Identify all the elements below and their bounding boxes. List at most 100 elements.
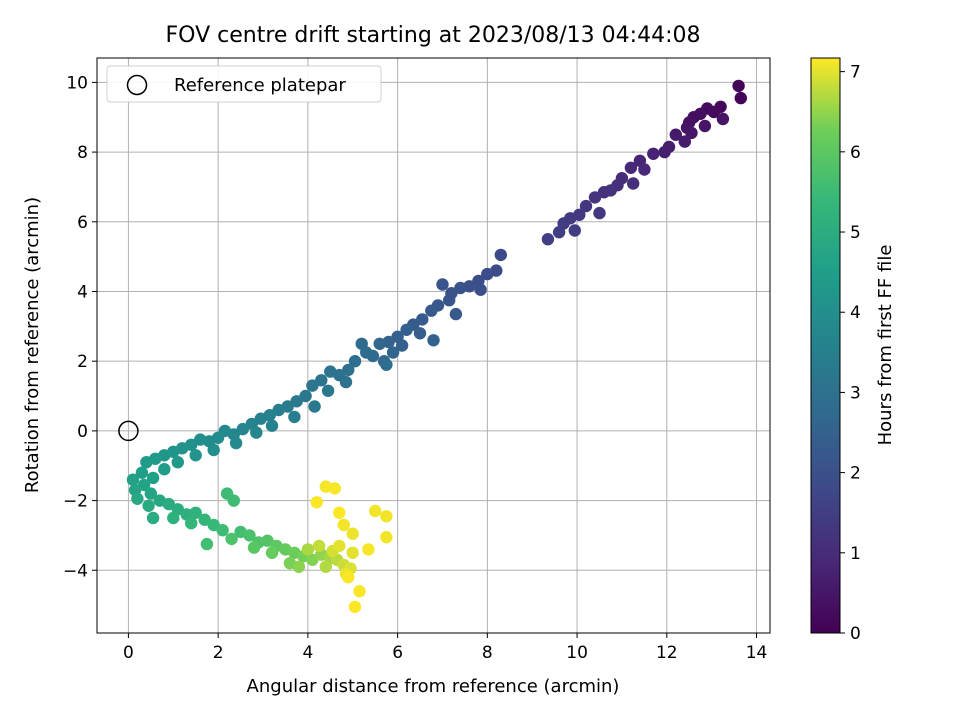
data-point <box>339 375 353 389</box>
data-point <box>342 363 355 377</box>
colorbar-label: Hours from first FF file <box>875 245 896 446</box>
legend: Reference platepar <box>106 65 382 103</box>
colorbar-tick-label: 0 <box>850 624 861 644</box>
data-point <box>144 487 157 500</box>
data-point <box>198 513 211 526</box>
data-point <box>146 511 160 525</box>
chart-title: FOV centre drift starting at 2023/08/13 … <box>166 23 701 48</box>
data-point <box>333 506 346 519</box>
grid-layer <box>97 58 770 633</box>
x-tick-label: 2 <box>213 643 224 663</box>
data-point <box>638 163 651 176</box>
data-point <box>734 91 747 105</box>
data-point <box>250 426 263 439</box>
data-point <box>167 511 180 525</box>
data-point <box>604 184 617 197</box>
data-point <box>272 403 285 417</box>
data-point <box>137 478 151 492</box>
data-point <box>146 471 160 485</box>
data-point <box>315 374 328 387</box>
data-point <box>308 400 321 413</box>
data-point <box>568 224 581 237</box>
data-point <box>216 524 229 537</box>
data-point <box>162 497 175 511</box>
y-tick-label: −4 <box>63 561 88 581</box>
data-point <box>333 539 346 553</box>
data-point <box>624 161 638 174</box>
data-point <box>312 539 326 553</box>
data-point <box>425 304 438 317</box>
data-point <box>593 206 606 220</box>
data-point <box>360 346 373 359</box>
y-axis-label: Rotation from reference (arcmin) <box>22 197 43 493</box>
data-point <box>225 532 238 546</box>
data-point <box>319 480 332 493</box>
y-tick-label: 2 <box>77 352 88 372</box>
data-point <box>189 506 202 519</box>
data-point <box>227 494 240 507</box>
data-point <box>265 546 279 559</box>
data-point <box>494 248 507 262</box>
x-tick-label: 12 <box>656 643 678 663</box>
data-point <box>380 510 393 523</box>
data-point <box>171 456 184 469</box>
x-axis-ticks: 0 2 4 6 8 10 12 14 <box>123 633 767 663</box>
data-point <box>261 534 274 547</box>
data-point <box>541 233 555 246</box>
data-point <box>732 79 745 93</box>
data-point <box>200 537 214 551</box>
data-point <box>254 412 267 425</box>
data-point <box>290 395 303 408</box>
data-point <box>185 517 198 530</box>
data-point <box>265 419 279 432</box>
data-point <box>436 278 449 291</box>
y-tick-label: 10 <box>66 73 88 93</box>
x-tick-label: 10 <box>566 643 588 663</box>
data-point <box>301 543 315 556</box>
data-point <box>236 422 249 436</box>
data-point <box>346 527 359 540</box>
data-point <box>427 334 440 347</box>
data-point <box>158 463 171 476</box>
y-tick-label: 6 <box>77 213 88 233</box>
data-point <box>373 337 386 350</box>
data-point <box>698 119 712 133</box>
data-point <box>588 191 602 204</box>
y-tick-label: 0 <box>77 422 88 442</box>
data-point <box>400 323 413 336</box>
data-point <box>380 531 393 544</box>
data-point <box>454 281 467 295</box>
data-point <box>299 389 312 403</box>
y-tick-label: 8 <box>77 143 88 163</box>
data-point <box>416 313 429 326</box>
data-point <box>142 499 155 512</box>
data-point <box>189 449 202 462</box>
data-point <box>380 358 393 371</box>
colorbar-tick-label: 5 <box>850 223 861 243</box>
data-point <box>678 135 691 148</box>
data-point <box>353 585 366 598</box>
data-point <box>346 546 359 559</box>
data-point <box>131 492 144 505</box>
data-point <box>552 226 566 239</box>
data-point <box>348 600 362 614</box>
data-point <box>348 355 362 368</box>
scatter-points <box>126 79 747 614</box>
data-point <box>449 307 463 321</box>
data-point <box>243 529 256 542</box>
data-point <box>321 384 335 397</box>
colorbar-tick-label: 6 <box>850 143 861 163</box>
data-point <box>229 436 243 450</box>
data-point <box>395 339 409 352</box>
colorbar-tick-label: 4 <box>850 303 861 323</box>
data-point <box>658 145 671 159</box>
data-point <box>337 518 350 532</box>
legend-box <box>106 65 382 103</box>
data-point <box>324 365 337 378</box>
colorbar-tick-label: 3 <box>850 383 861 403</box>
colorbar-tick-label: 2 <box>850 464 861 484</box>
reference-platepar-marker <box>118 420 139 442</box>
data-point <box>369 504 382 518</box>
colorbar-tick-label: 1 <box>850 544 861 564</box>
y-tick-label: 4 <box>77 282 88 302</box>
